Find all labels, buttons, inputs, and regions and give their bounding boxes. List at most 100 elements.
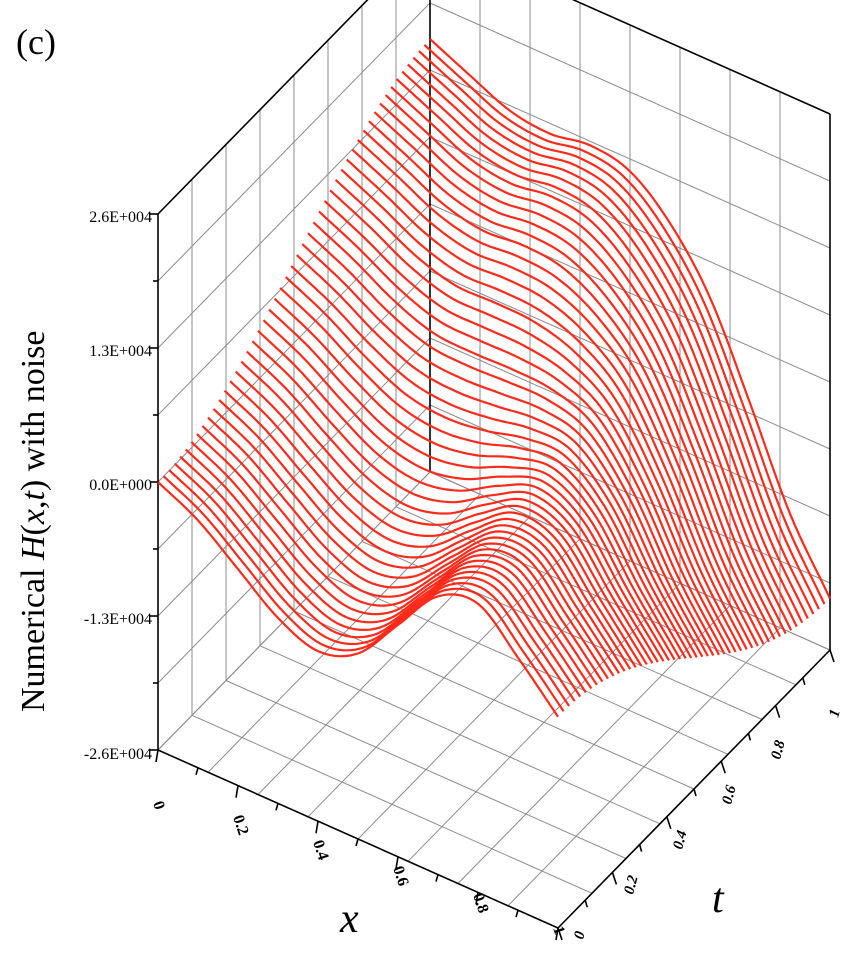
surface-curve <box>240 360 643 667</box>
t-tick <box>747 733 752 741</box>
surface-curve <box>251 340 654 664</box>
x-tick <box>195 767 199 776</box>
t-tick <box>557 927 563 941</box>
surface-curve <box>334 178 737 653</box>
surface-curve <box>340 168 743 652</box>
surface-curve <box>257 329 659 663</box>
surface-curve <box>229 380 632 670</box>
t-tick <box>638 844 643 852</box>
t-tick <box>693 788 697 797</box>
z-label-suffix: with noise <box>15 331 52 480</box>
surface-curve <box>351 148 754 649</box>
surface-curve <box>196 433 598 686</box>
surface-curve <box>357 139 759 647</box>
panel-label: (c) <box>16 22 56 62</box>
surface-curve <box>362 129 765 645</box>
wall-grid-line <box>157 136 431 416</box>
t-axis-ticks: 0 0.2 0.4 0.6 0.8 1 <box>571 708 843 941</box>
floor-grid-line <box>507 627 781 907</box>
floor-grid-line <box>457 605 731 884</box>
surface-curve <box>185 448 587 694</box>
surface-curve <box>284 276 687 659</box>
surface-curve <box>290 265 693 659</box>
surface-curve <box>423 44 826 605</box>
surface-curve <box>262 319 665 662</box>
t-tick <box>802 677 806 686</box>
z-tick-label: 0.0E+000 <box>89 477 152 494</box>
t-tick-label: 0.4 <box>670 828 690 851</box>
t-tick-label: 0.6 <box>719 783 739 806</box>
x-tick-label: 0.2 <box>229 813 251 837</box>
surface-curve <box>223 389 626 672</box>
x-tick-label: 0.8 <box>469 891 491 915</box>
surface-curve <box>157 481 559 718</box>
surface-curve <box>390 86 793 631</box>
surface-curve <box>395 78 798 628</box>
z-tick-label: -2.6E+004 <box>84 746 152 763</box>
x-tick-label: 0.6 <box>389 864 411 888</box>
z-label-comma: , <box>15 501 52 510</box>
z-label-func: H <box>15 533 52 561</box>
x-tick <box>315 821 319 834</box>
surface-curve <box>207 416 609 680</box>
surface-curve <box>173 462 576 702</box>
x-tick <box>515 909 519 918</box>
x-axis-ticks: 0 0.2 0.4 0.6 0.8 1 <box>149 799 568 937</box>
surface-curve <box>384 94 787 635</box>
surface-curve <box>234 370 637 668</box>
z-label-x: x <box>15 509 52 525</box>
surface-curve <box>407 63 809 619</box>
floor-grid-line <box>395 506 797 686</box>
x-tick <box>435 874 439 882</box>
surface-curve <box>296 254 698 658</box>
surface-curve <box>368 120 770 643</box>
x-tick <box>475 892 479 905</box>
surface-curve <box>401 70 804 624</box>
x-tick-label: 0 <box>149 799 168 812</box>
x-tick <box>355 838 359 847</box>
surface-curve <box>168 469 571 707</box>
wall-grid-line <box>157 2 431 282</box>
surface-curves <box>157 38 831 718</box>
t-axis-label: t <box>712 876 725 922</box>
surface-curve <box>373 111 776 640</box>
surface-curve <box>212 408 615 677</box>
surface-curve <box>268 308 670 661</box>
x-tick <box>275 803 279 811</box>
z-axis-label: Numerical H(x,t) with noise <box>15 331 52 712</box>
wall-grid-line <box>157 203 431 483</box>
wall-grid-line <box>429 203 831 383</box>
surface-curve <box>323 200 726 655</box>
surface-curve <box>412 56 815 615</box>
floor-grid-line <box>293 610 695 790</box>
z-label-t: t <box>15 490 52 501</box>
floor-grid-line <box>407 582 681 862</box>
frame-edge <box>571 0 831 115</box>
surface-curve <box>179 455 582 698</box>
surface-curve <box>246 350 648 665</box>
surface-curve <box>218 399 621 674</box>
frame-edge <box>157 0 369 215</box>
t-tick <box>666 816 672 830</box>
x-axis-label: x <box>339 896 359 942</box>
t-tick-label: 0.8 <box>768 738 788 761</box>
t-tick <box>584 899 588 908</box>
surface-curve <box>329 189 732 654</box>
wall-grid-line <box>429 2 831 182</box>
t-tick-label: 1 <box>826 708 843 719</box>
surface-curve <box>273 297 676 661</box>
surface-curve <box>162 475 565 712</box>
surface-curve <box>190 441 593 690</box>
x-tick <box>395 856 399 869</box>
surface-curve <box>312 221 715 657</box>
t-tick <box>774 705 781 718</box>
floor-grid-line <box>327 575 729 755</box>
z-label-prefix: Numerical <box>15 560 52 712</box>
z-tick-label: -1.3E+004 <box>84 611 152 628</box>
x-tick <box>235 785 239 798</box>
x-tick-label: 0.4 <box>309 838 331 862</box>
x-tick <box>555 927 559 941</box>
surface-curve <box>201 425 604 683</box>
z-label-close: ) <box>15 480 52 491</box>
